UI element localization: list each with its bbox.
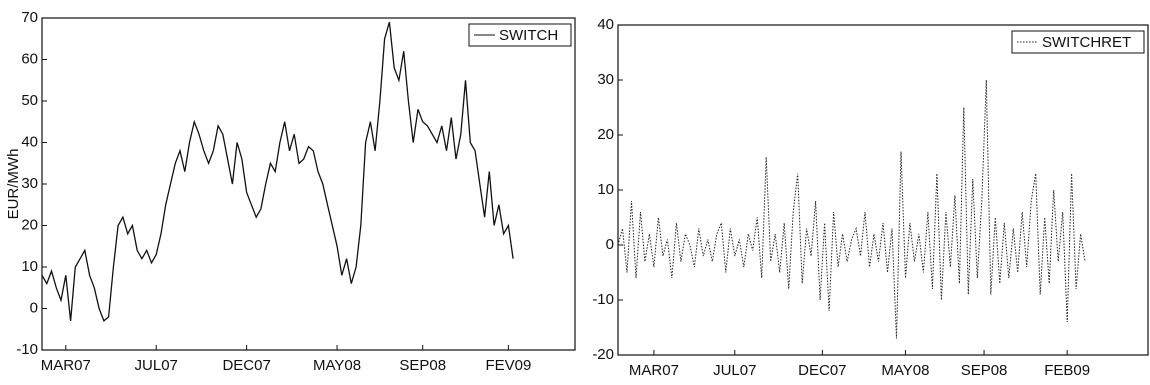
data-line [617,79,1086,339]
x-tick-label: MAY08 [881,362,929,379]
legend-label: SWITCH [499,27,558,44]
x-tick-label: MAR07 [41,357,91,374]
x-tick-label: SEP08 [399,357,446,374]
y-tick-label: 60 [21,50,38,67]
x-tick-label: MAR07 [629,362,679,379]
y-tick-label: 20 [21,216,38,233]
x-tick-label: FEV09 [485,357,531,374]
y-tick-label: 10 [597,181,614,198]
y-tick-label: 40 [21,133,38,150]
y-tick-label: 30 [21,175,38,192]
y-tick-label: 20 [597,126,614,143]
data-line [41,21,514,322]
x-tick-label: JUL07 [713,362,756,379]
y-tick-label: 0 [606,236,614,253]
y-tick-label: 0 [30,299,38,316]
plot-frame [41,17,576,351]
x-tick-label: DEC07 [222,357,270,374]
y-tick-label: -10 [592,291,614,308]
y-tick-label: 10 [21,258,38,275]
x-tick-label: FEB09 [1044,362,1090,379]
y-tick-label: -10 [16,341,38,358]
y-tick-label: 30 [597,71,614,88]
x-tick-label: JUL07 [135,357,178,374]
x-tick-label: MAY08 [313,357,361,374]
y-tick-label: 40 [597,16,614,33]
y-tick-label: -20 [592,346,614,363]
y-tick-label: 50 [21,92,38,109]
legend-box [468,23,572,47]
legend-box [1011,30,1145,54]
x-tick-label: DEC07 [798,362,846,379]
plot-frame [617,24,1149,356]
x-tick-label: SEP08 [961,362,1008,379]
y-axis-label: EUR/MWh [5,149,22,220]
legend-label: SWITCHRET [1042,34,1131,51]
y-tick-label: 70 [21,9,38,26]
